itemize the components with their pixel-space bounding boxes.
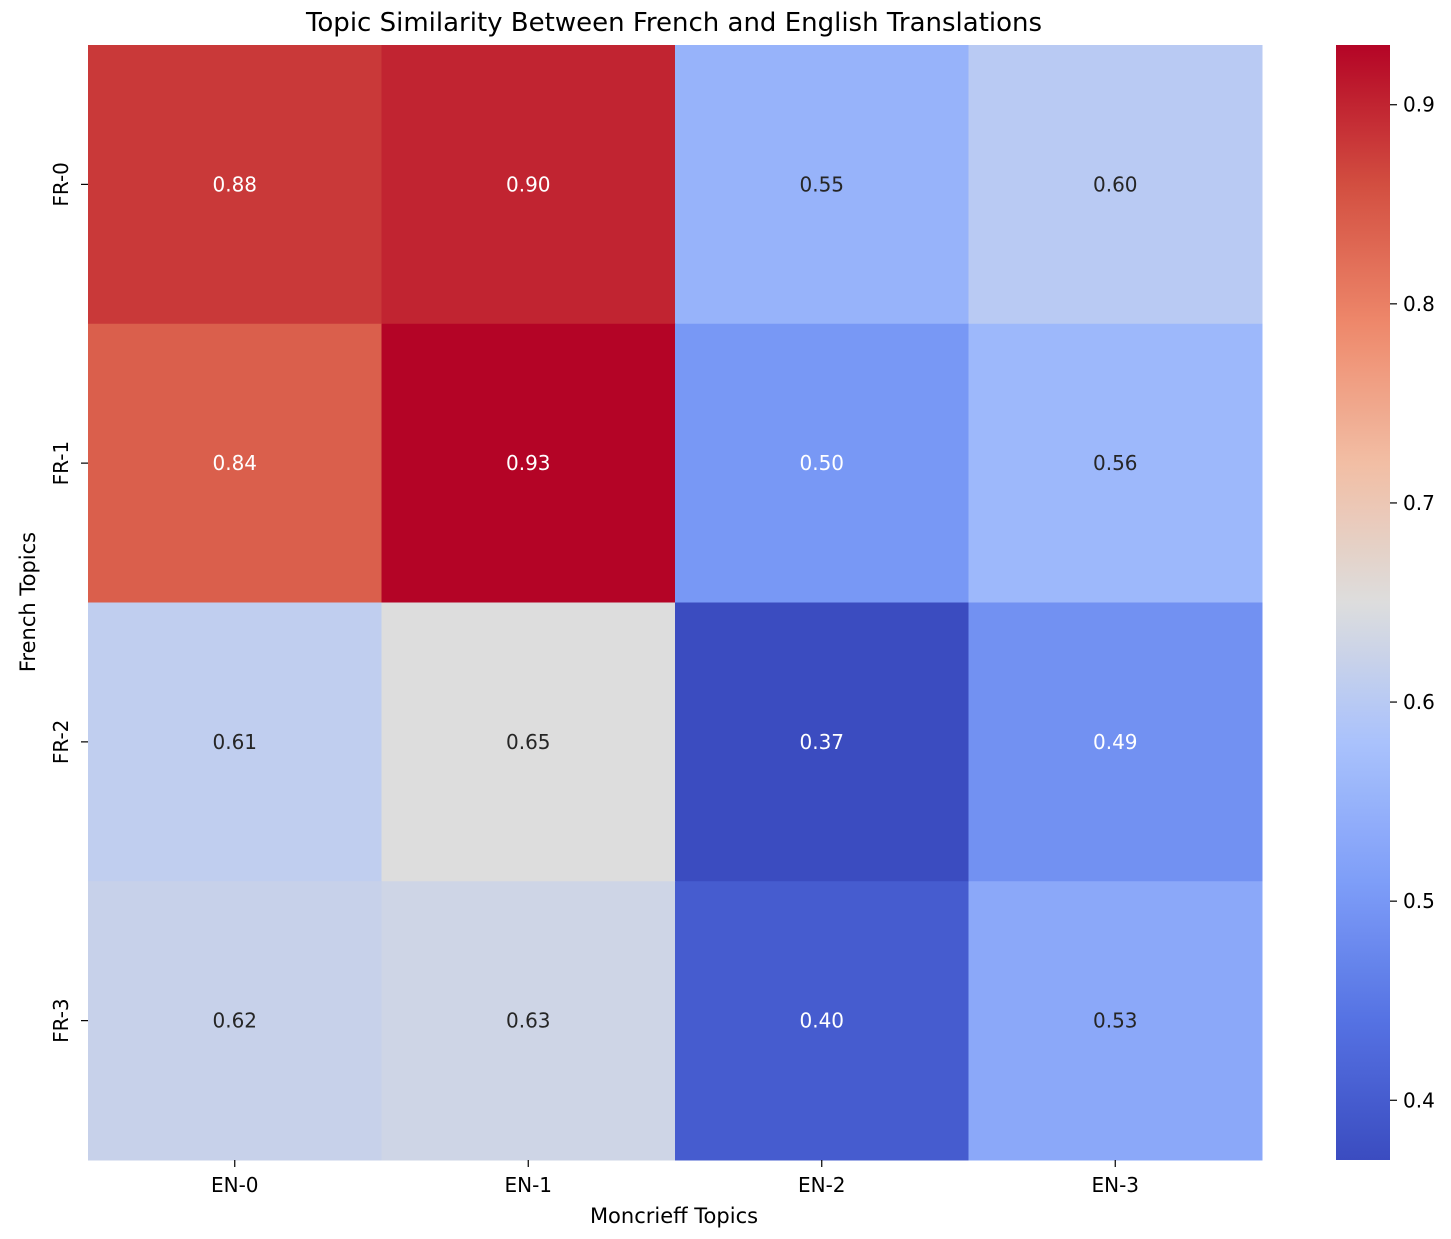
- heatmap-cell-2-3: [968, 602, 1263, 882]
- heatmap-cell-2-1: [381, 602, 676, 882]
- y-axis-label: French Topics: [16, 532, 40, 672]
- cell-value-label-0-1: 0.90: [506, 172, 551, 196]
- y-tick-label: FR-3: [49, 998, 73, 1043]
- heatmap-cell-3-0: [88, 881, 382, 1161]
- cell-value-label-1-3: 0.56: [1093, 451, 1138, 475]
- x-tick-label: EN-0: [211, 1173, 259, 1197]
- colorbar-tick-label: 0.5: [1403, 889, 1435, 913]
- heatmap-cell-0-1: [381, 45, 676, 325]
- colorbar-tick-label: 0.9: [1403, 93, 1435, 117]
- cell-value-label-0-3: 0.60: [1093, 172, 1138, 196]
- colorbar-tick-label: 0.7: [1403, 491, 1435, 515]
- colorbar: 0.4 0.5 0.6 0.7 0.8 0.9: [1336, 45, 1435, 1160]
- heatmap-cell-0-0: [88, 45, 382, 325]
- cell-value-label-2-3: 0.49: [1093, 730, 1138, 754]
- cell-value-label-3-2: 0.40: [799, 1009, 844, 1033]
- chart-title: Topic Similarity Between French and Engl…: [305, 8, 1042, 38]
- heatmap-cell-2-2: [675, 602, 969, 882]
- x-tick-label: EN-1: [504, 1173, 552, 1197]
- heatmap-cell-1-2: [675, 323, 969, 603]
- y-axis-ticks: FR-0 FR-1 FR-2 FR-3: [49, 162, 88, 1043]
- cell-value-label-3-3: 0.53: [1093, 1009, 1138, 1033]
- y-tick-label: FR-2: [49, 720, 73, 765]
- colorbar-tick-label: 0.6: [1403, 690, 1435, 714]
- x-axis-label: Moncrieff Topics: [590, 1204, 758, 1228]
- x-axis-ticks: EN-0 EN-1 EN-2 EN-3: [211, 1160, 1139, 1197]
- cell-value-label-0-2: 0.55: [799, 172, 844, 196]
- y-tick-label: FR-1: [49, 441, 73, 486]
- cell-value-label-1-2: 0.50: [799, 451, 844, 475]
- colorbar-gradient: [1336, 45, 1390, 1160]
- colorbar-tick-label: 0.4: [1403, 1088, 1435, 1112]
- colorbar-tick-label: 0.8: [1403, 292, 1435, 316]
- x-tick-label: EN-2: [798, 1173, 846, 1197]
- heatmap-cell-3-3: [968, 881, 1263, 1161]
- cell-value-label-0-0: 0.88: [212, 172, 257, 196]
- cell-value-label-2-2: 0.37: [799, 730, 844, 754]
- heatmap-cell-1-0: [88, 323, 382, 603]
- cell-value-label-3-1: 0.63: [506, 1009, 551, 1033]
- cell-value-label-1-0: 0.84: [212, 451, 257, 475]
- cell-value-label-3-0: 0.62: [212, 1009, 257, 1033]
- heatmap-cell-2-0: [88, 602, 382, 882]
- heatmap-cell-labels: 0.88 0.90 0.55 0.60 0.84 0.93 0.50 0.56 0.61 0.65…: [212, 172, 1137, 1032]
- heatmap-cell-3-1: [381, 881, 676, 1161]
- cell-value-label-2-0: 0.61: [212, 730, 257, 754]
- heatmap-cell-1-1: [381, 323, 676, 603]
- heatmap-cell-0-2: [675, 45, 969, 325]
- heatmap-cell-1-3: [968, 323, 1263, 603]
- heatmap-cell-0-3: [968, 45, 1263, 325]
- cell-value-label-1-1: 0.93: [506, 451, 551, 475]
- heatmap-cell-3-2: [675, 881, 969, 1161]
- cell-value-label-2-1: 0.65: [506, 730, 551, 754]
- heatmap-cells: [88, 45, 1263, 1161]
- y-tick-label: FR-0: [49, 162, 73, 207]
- x-tick-label: EN-3: [1091, 1173, 1139, 1197]
